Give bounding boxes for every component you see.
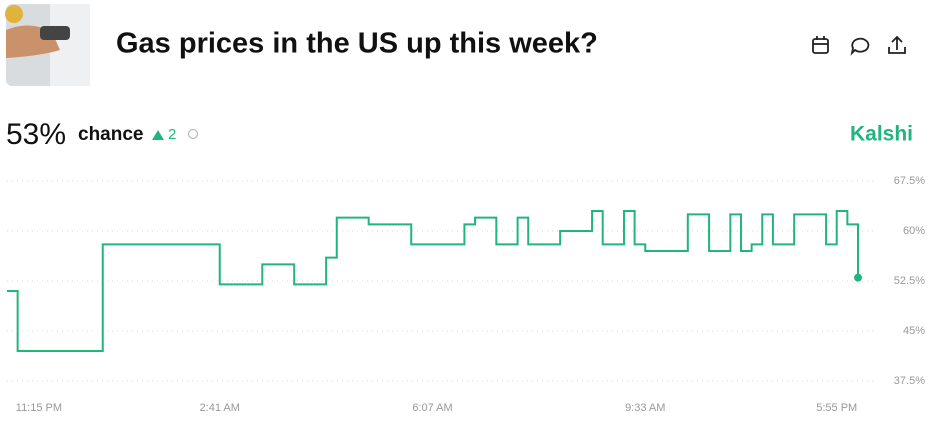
- y-tick-label: 60%: [903, 225, 925, 237]
- y-tick-label: 37.5%: [894, 375, 925, 387]
- thumbnail-sleeve: [5, 5, 23, 23]
- x-tick-label: 6:07 AM: [412, 402, 452, 414]
- toolbar: [812, 35, 906, 56]
- x-tick-label: 2:41 AM: [200, 402, 240, 414]
- price-line: [7, 210, 859, 352]
- y-tick-label: 67.5%: [894, 175, 925, 187]
- x-tick-label: 5:55 PM: [816, 402, 857, 414]
- source[interactable]: Kalshi: [850, 123, 913, 146]
- market-title: Gas prices in the US up this week?: [116, 28, 598, 60]
- thumbnail-nozzle: [40, 26, 70, 40]
- last-point: [854, 273, 862, 282]
- comment-icon[interactable]: [850, 37, 870, 56]
- share-icon[interactable]: [888, 35, 906, 54]
- x-tick-label: 9:33 AM: [625, 402, 665, 414]
- change-value: 2: [168, 126, 176, 143]
- y-tick-label: 52.5%: [894, 275, 925, 287]
- change-arrow: [152, 130, 164, 140]
- thumbnail[interactable]: [5, 4, 90, 86]
- probability: 53%: [6, 118, 66, 151]
- info-icon[interactable]: [188, 129, 198, 139]
- y-tick-label: 45%: [903, 325, 925, 337]
- calendar-icon[interactable]: [812, 36, 829, 54]
- chance-label: chance: [78, 124, 143, 145]
- x-tick-label: 11:15 PM: [16, 402, 62, 414]
